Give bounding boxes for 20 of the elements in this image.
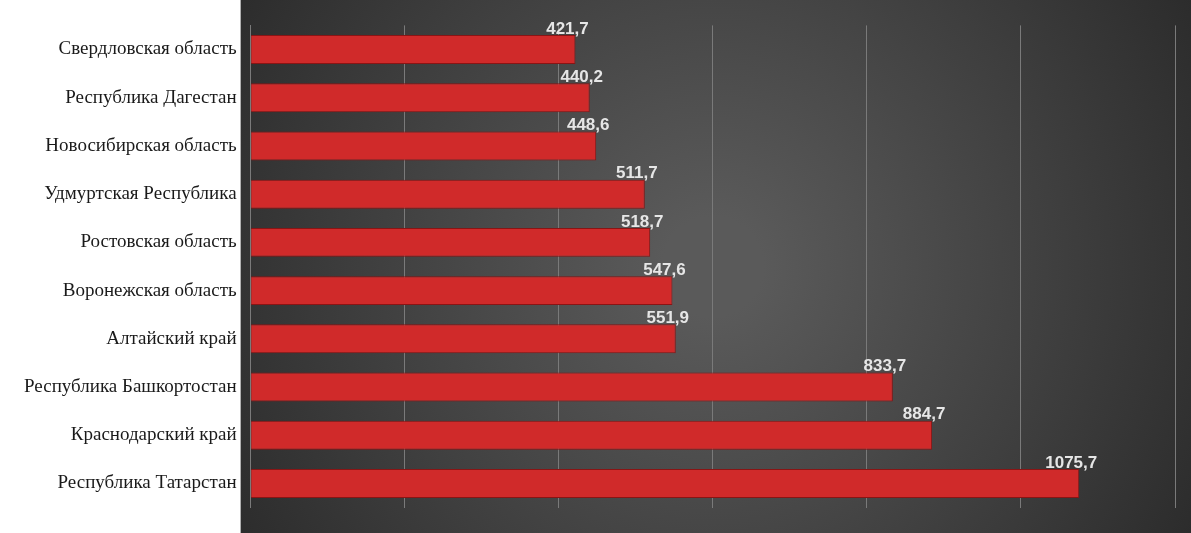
data-label: 1075,7 <box>1045 452 1098 472</box>
data-label: 833,7 <box>863 356 907 376</box>
y-tick-label: Воронежская область <box>62 278 237 300</box>
y-tick-label: Новосибирская область <box>45 133 237 155</box>
y-tick-label: Ростовская область <box>80 230 237 252</box>
y-tick-label: Республика Башкортостан <box>23 375 237 397</box>
data-label: 518,7 <box>620 211 664 231</box>
y-tick-label: Республика Татарстан <box>57 471 237 493</box>
data-label: 421,7 <box>546 18 589 38</box>
data-label: 448,6 <box>566 115 610 135</box>
y-tick-label: Краснодарский край <box>70 423 237 445</box>
data-label: 547,6 <box>643 259 686 279</box>
y-tick-label: Республика Дагестан <box>65 85 237 107</box>
y-tick-label: Алтайский край <box>106 326 237 348</box>
data-label: 884,7 <box>902 404 946 424</box>
y-tick-label: Свердловская область <box>58 37 237 59</box>
y-tick-label: Удмуртская Республика <box>44 182 238 204</box>
data-label: 551,9 <box>646 308 690 328</box>
data-label: 440,2 <box>560 66 603 86</box>
data-label: 511,7 <box>615 163 658 183</box>
